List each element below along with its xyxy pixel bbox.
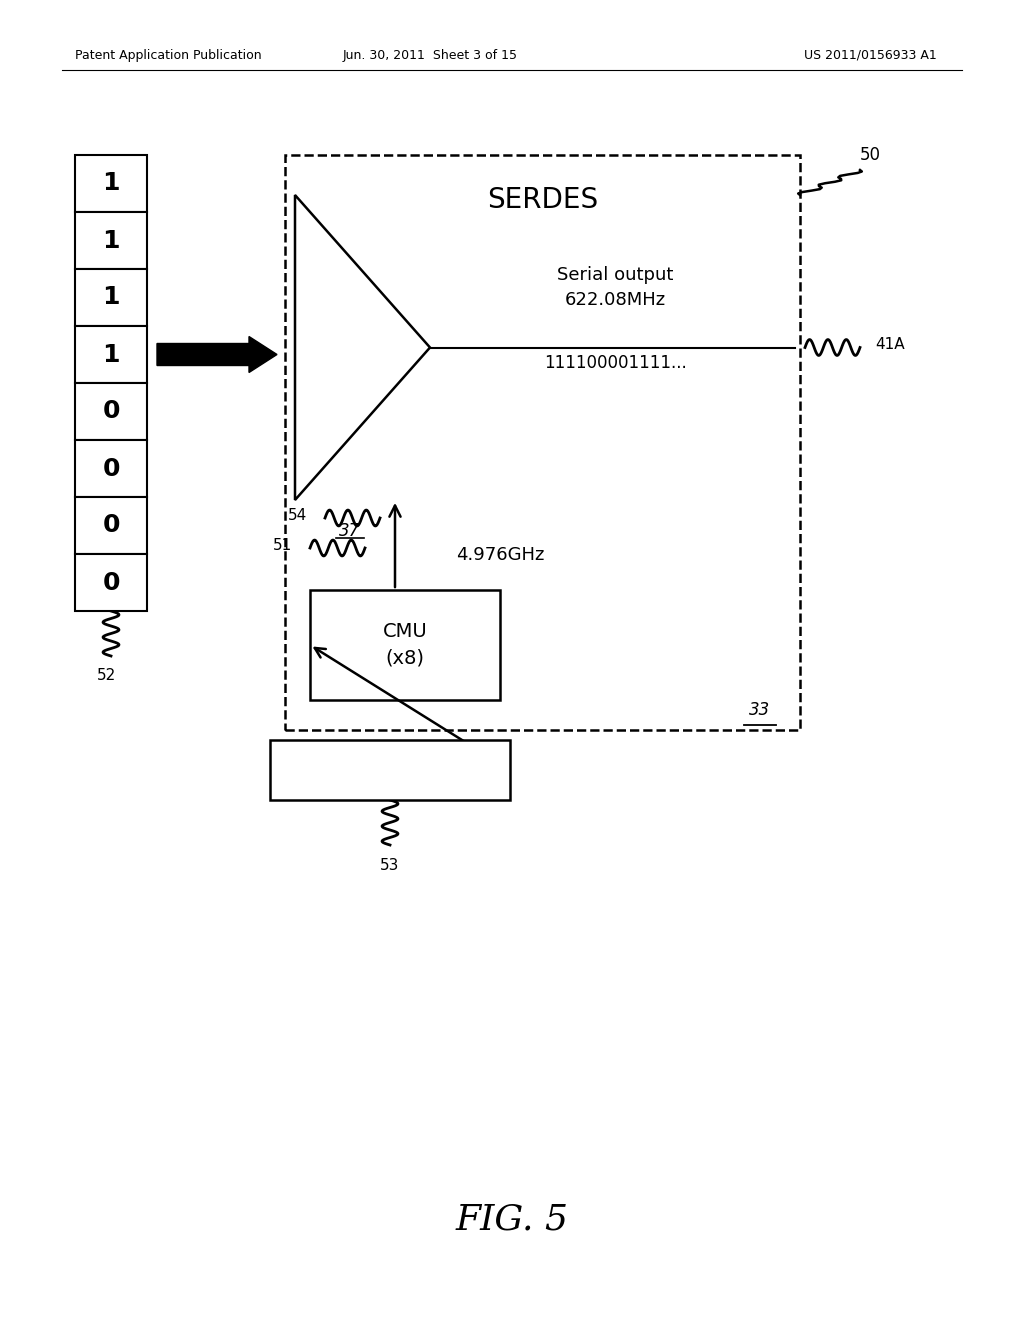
Text: 0: 0: [102, 513, 120, 537]
Text: US 2011/0156933 A1: US 2011/0156933 A1: [804, 49, 936, 62]
Text: 1: 1: [102, 285, 120, 309]
Text: Serial output
622.08MHz: Serial output 622.08MHz: [557, 267, 673, 309]
FancyArrow shape: [157, 337, 278, 372]
Text: CMU
(x8): CMU (x8): [383, 622, 427, 668]
Bar: [75, 154, 147, 213]
Text: 1: 1: [102, 172, 120, 195]
Text: 33: 33: [750, 701, 771, 719]
Bar: [75, 498, 147, 554]
Text: 37: 37: [339, 521, 360, 540]
Text: 1: 1: [102, 342, 120, 367]
Text: 1: 1: [102, 228, 120, 252]
Text: 52: 52: [96, 668, 116, 684]
Text: 0: 0: [102, 457, 120, 480]
Text: 0: 0: [102, 400, 120, 424]
Text: 54: 54: [288, 507, 307, 523]
Text: 50: 50: [859, 147, 881, 164]
Bar: [270, 741, 510, 800]
Bar: [75, 554, 147, 611]
Text: 622.08MHz: 622.08MHz: [335, 760, 444, 780]
Bar: [75, 440, 147, 498]
Text: 41A: 41A: [874, 337, 904, 352]
Text: Jun. 30, 2011  Sheet 3 of 15: Jun. 30, 2011 Sheet 3 of 15: [342, 49, 517, 62]
Text: 4.976GHz: 4.976GHz: [456, 546, 544, 564]
Text: 0: 0: [102, 570, 120, 594]
Text: FIG. 5: FIG. 5: [456, 1203, 568, 1237]
Text: 51: 51: [272, 537, 292, 553]
Text: SERDES: SERDES: [487, 186, 598, 214]
Bar: [75, 269, 147, 326]
Text: Patent Application Publication: Patent Application Publication: [75, 49, 261, 62]
Bar: [310, 590, 500, 700]
Text: 53: 53: [380, 858, 399, 873]
Bar: [75, 326, 147, 383]
Text: 111100001111...: 111100001111...: [544, 354, 686, 371]
Bar: [75, 213, 147, 269]
Bar: [285, 154, 800, 730]
Bar: [75, 383, 147, 440]
